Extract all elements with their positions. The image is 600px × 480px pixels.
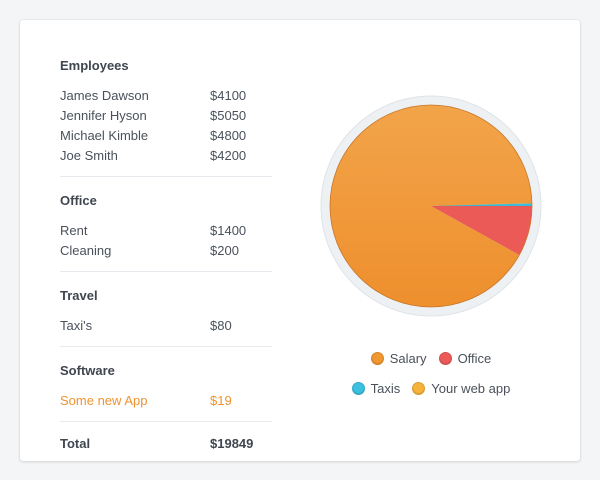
list-item: Taxi's $80 [60,316,272,336]
item-amount: $19 [210,393,232,408]
legend-item-web-app[interactable]: Your web app [412,381,510,396]
total-amount: $19849 [210,436,254,451]
legend-row: Salary Office [310,348,552,368]
legend-label: Taxis [370,380,401,396]
total-label: Total [60,436,91,451]
section-travel: Travel Taxi's $80 [60,288,272,347]
legend-dot [351,381,365,395]
pie-slice-salary[interactable] [329,105,532,308]
pie-chart-svg [320,95,542,317]
section-title: Software [60,363,115,378]
legend-dot [370,351,384,365]
section-employees: Employees James Dawson $4100 Jennifer Hy… [60,58,272,177]
pie-chart [320,95,542,317]
item-amount: $200 [210,243,239,258]
section-title: Employees [60,58,129,73]
legend-label: Salary [389,350,427,366]
item-name: Some new App [60,393,148,408]
list-item: Jennifer Hyson $5050 [60,106,272,126]
list-item: Cleaning $200 [60,241,272,261]
item-amount: $1400 [210,223,247,238]
legend-dot [412,381,426,395]
chart-legend: Salary Office Taxis Your web app [310,348,552,408]
section-title: Travel [60,288,98,303]
section-title: Office [60,193,97,208]
item-amount: $4100 [210,88,247,103]
list-item: James Dawson $4100 [60,86,272,106]
item-name: James Dawson [60,88,149,103]
list-item: Joe Smith $4200 [60,146,272,166]
item-name: Cleaning [60,243,112,258]
pie-slices [329,105,533,308]
list-item-highlighted[interactable]: Some new App $19 [60,391,272,411]
item-name: Michael Kimble [60,128,149,143]
budget-card: Employees James Dawson $4100 Jennifer Hy… [20,20,580,461]
list-item: Rent $1400 [60,221,272,241]
item-amount: $4800 [210,128,247,143]
legend-row: Taxis Your web app [310,378,552,398]
item-amount: $5050 [210,108,247,123]
legend-label: Office [457,350,492,366]
total-row: Total $19849 [60,434,272,454]
legend-dot [438,351,452,365]
expense-ledger: Employees James Dawson $4100 Jennifer Hy… [60,58,272,454]
item-name: Jennifer Hyson [60,108,147,123]
section-software: Software Some new App $19 [60,363,272,422]
item-amount: $4200 [210,148,247,163]
legend-item-salary[interactable]: Salary [370,350,427,366]
section-office: Office Rent $1400 Cleaning $200 [60,193,272,272]
legend-label: Your web app [431,380,511,396]
item-name: Taxi's [60,318,93,333]
list-item: Michael Kimble $4800 [60,126,272,146]
legend-item-office[interactable]: Office [438,350,492,366]
pie-border [329,104,533,308]
item-name: Rent [60,223,88,238]
item-amount: $80 [210,318,232,333]
legend-item-taxis[interactable]: Taxis [351,380,401,396]
item-name: Joe Smith [60,148,118,163]
